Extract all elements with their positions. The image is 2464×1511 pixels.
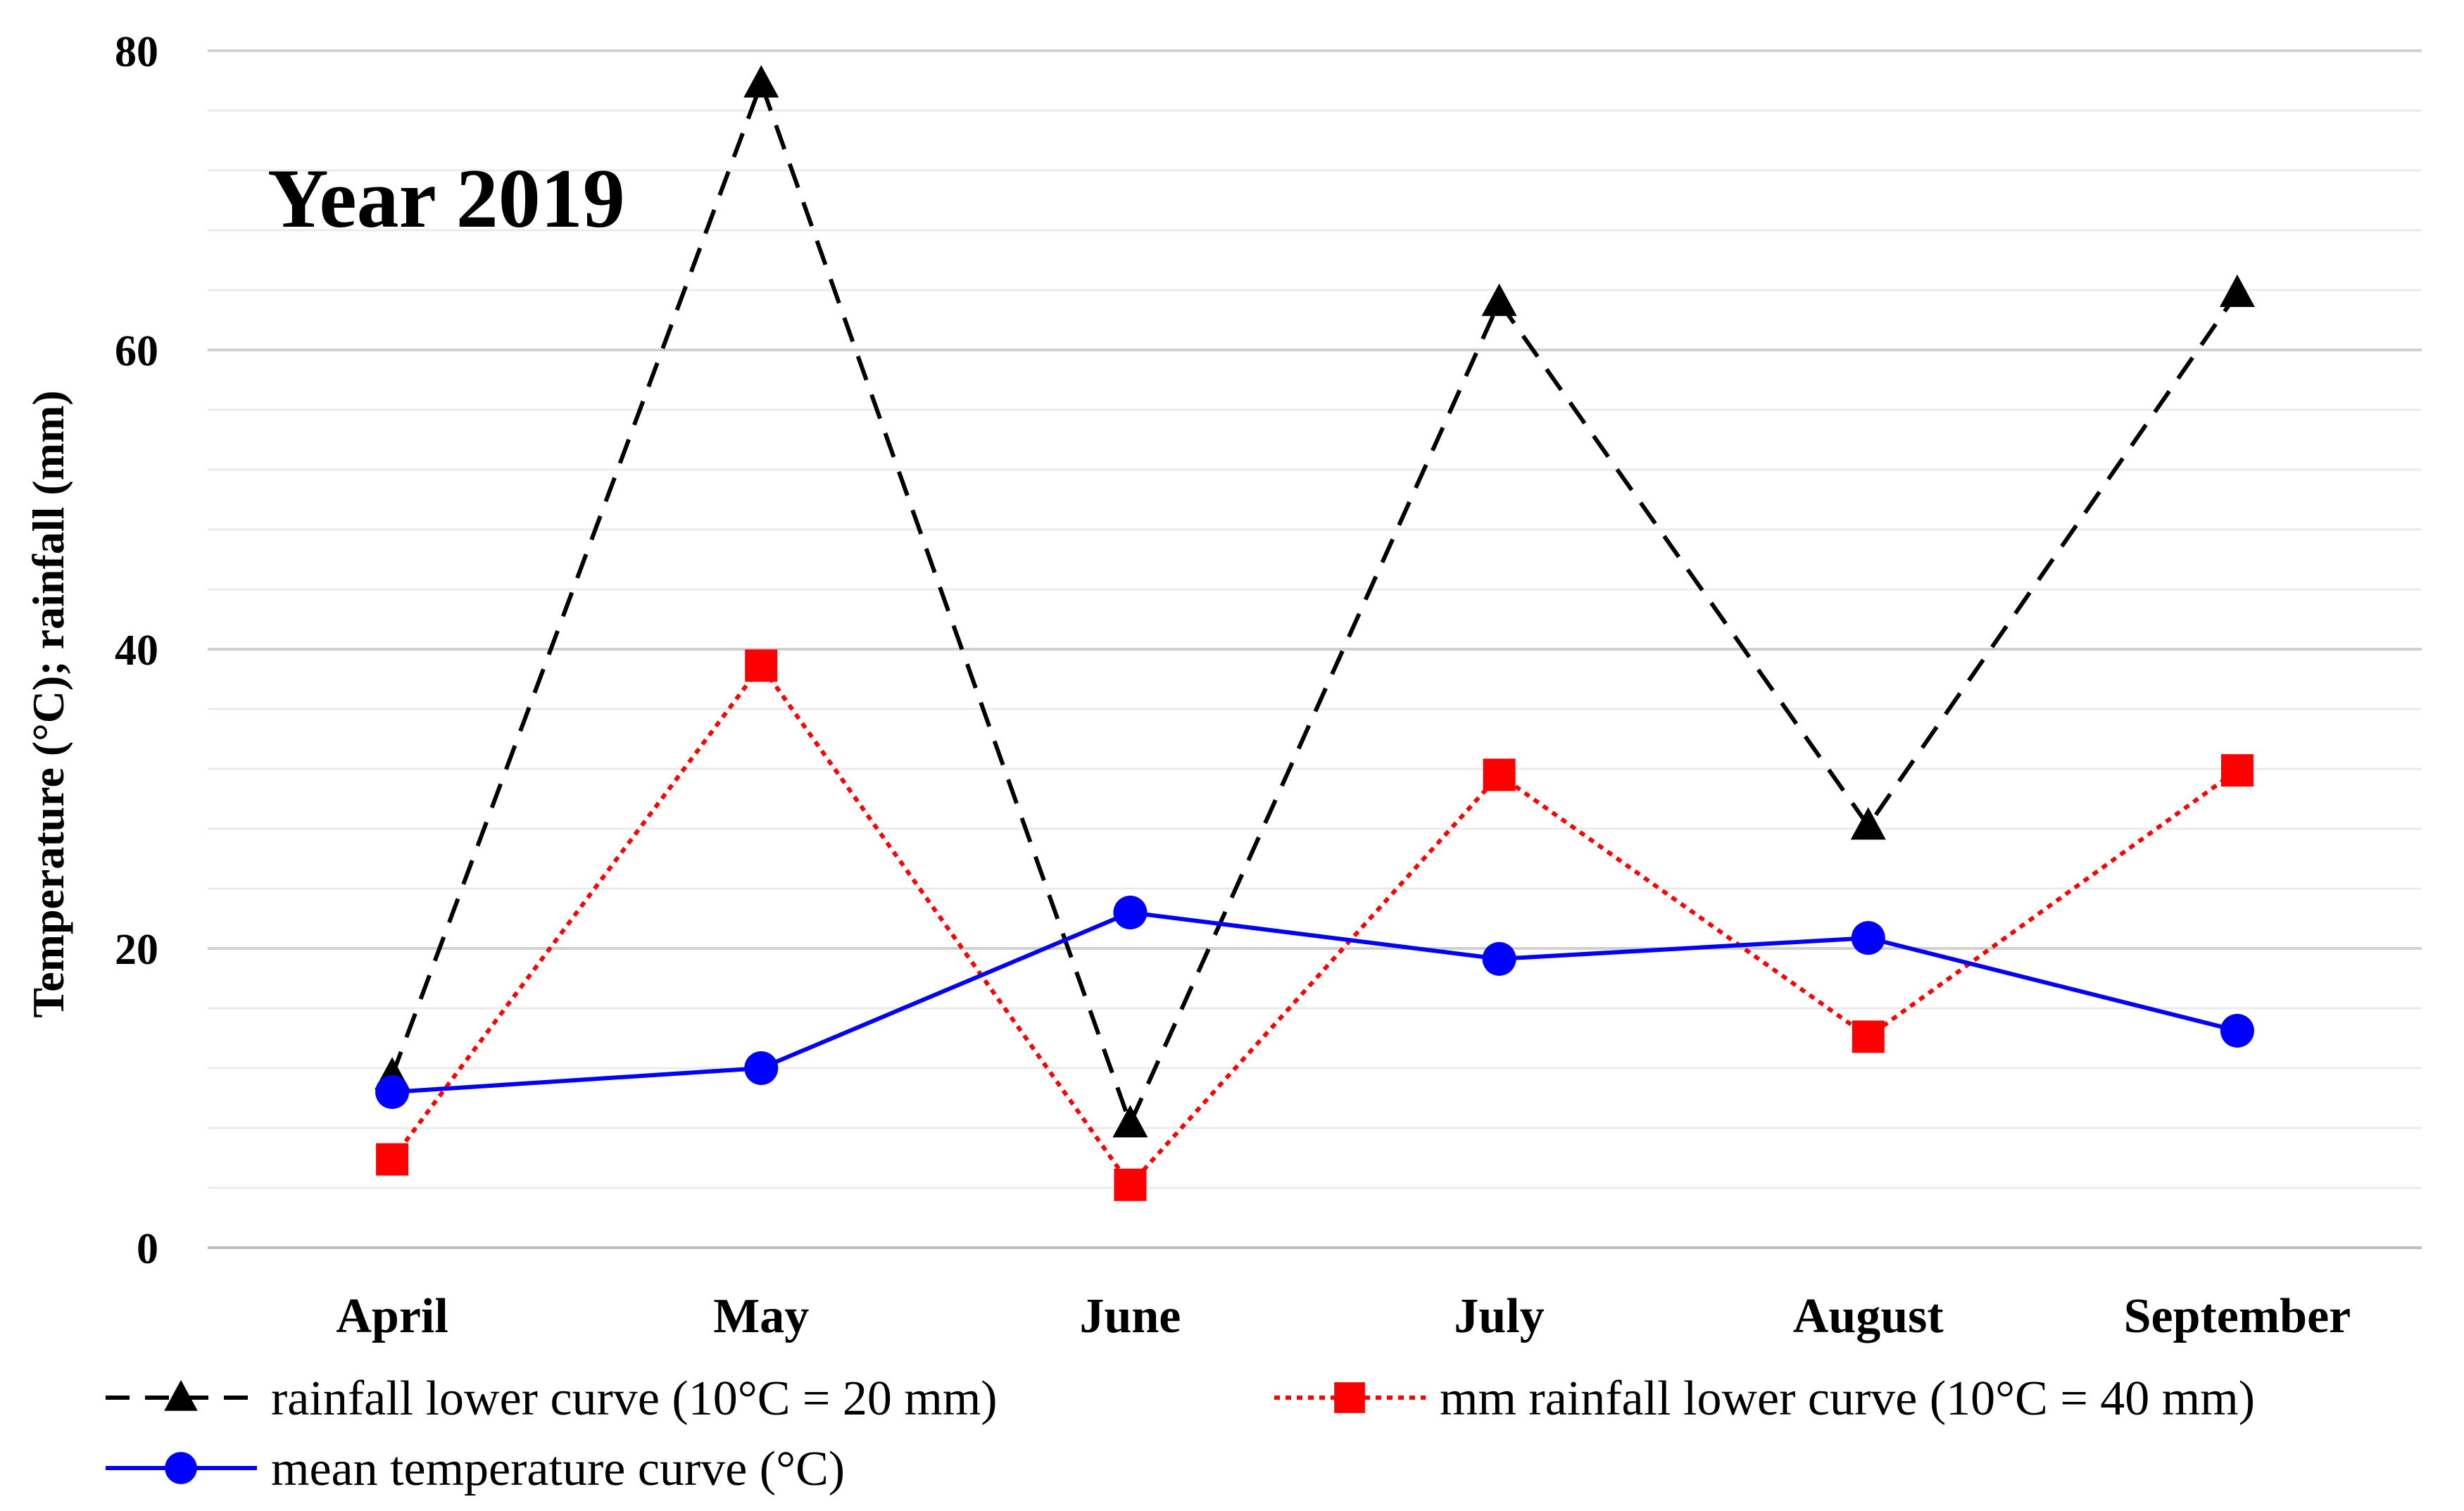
series-line xyxy=(391,910,2238,1094)
square-marker xyxy=(745,649,778,682)
square-marker xyxy=(376,1143,409,1176)
triangle-marker xyxy=(1481,283,1517,316)
triangle-marker xyxy=(2219,274,2255,308)
y-axis-ticks: 0 20 40 60 80 xyxy=(115,28,158,1273)
circle-marker xyxy=(744,1051,779,1085)
square-marker xyxy=(1114,1168,1147,1201)
triangle-marker xyxy=(1112,1105,1148,1138)
legend: rainfall lower curve (10°C = 20 mm) mm ra… xyxy=(106,1372,2255,1496)
circle-marker xyxy=(165,1452,197,1484)
x-tick-label: May xyxy=(713,1289,809,1343)
legend-entry-3: mean temperature curve (°C) xyxy=(106,1442,845,1496)
y-tick-label: 60 xyxy=(115,327,158,375)
legend-label: rainfall lower curve (10°C = 20 mm) xyxy=(271,1372,998,1426)
triangle-marker xyxy=(1850,807,1886,840)
x-tick-label: April xyxy=(336,1289,448,1343)
series xyxy=(375,65,2255,1201)
grid xyxy=(208,49,2422,1189)
x-tick-label: July xyxy=(1454,1289,1544,1343)
square-marker xyxy=(1483,758,1516,791)
circle-marker xyxy=(2220,1013,2254,1048)
y-tick-label: 20 xyxy=(115,926,158,974)
legend-entry-1: rainfall lower curve (10°C = 20 mm) xyxy=(106,1372,998,1426)
series-3 xyxy=(375,896,2254,1109)
series-1 xyxy=(375,65,2255,1138)
triangle-marker xyxy=(743,65,779,98)
x-tick-label: June xyxy=(1079,1289,1181,1343)
square-marker xyxy=(1852,1020,1885,1053)
x-tick-label: September xyxy=(2124,1289,2351,1343)
circle-marker xyxy=(1113,896,1148,929)
series-line xyxy=(390,662,2239,1189)
circle-marker xyxy=(375,1075,410,1109)
chart-title: Year 2019 xyxy=(268,151,625,245)
x-tick-label: August xyxy=(1793,1289,1944,1343)
circle-marker xyxy=(1851,921,1885,955)
y-tick-label: 0 xyxy=(137,1225,158,1273)
series-2 xyxy=(376,649,2254,1201)
series-line xyxy=(390,77,2239,1129)
y-tick-label: 80 xyxy=(115,28,158,76)
legend-label: mm rainfall lower curve (10°C = 40 mm) xyxy=(1440,1372,2255,1426)
x-axis-ticks: April May June July August September xyxy=(336,1289,2351,1343)
legend-label: mean temperature curve (°C) xyxy=(271,1442,845,1496)
circle-marker xyxy=(1482,941,1516,976)
square-marker xyxy=(2220,754,2254,787)
y-tick-label: 40 xyxy=(115,627,158,675)
square-marker xyxy=(1334,1382,1365,1413)
legend-entry-2: mm rainfall lower curve (10°C = 40 mm) xyxy=(1274,1372,2255,1426)
triangle-marker xyxy=(164,1379,198,1411)
y-axis-label: Temperature (°C); rainfall (mm) xyxy=(23,390,73,1017)
